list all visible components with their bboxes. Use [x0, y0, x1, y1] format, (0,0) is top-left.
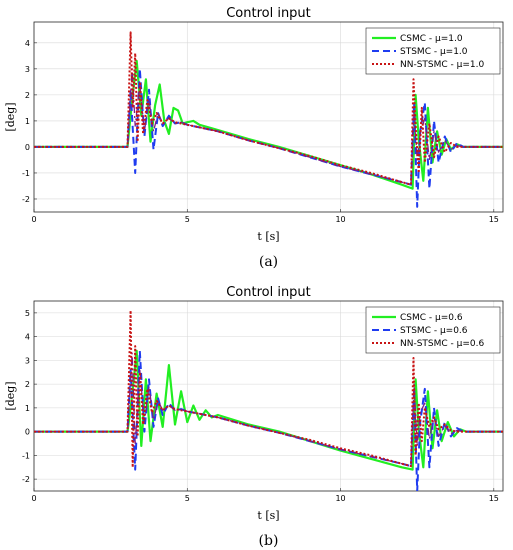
y-tick-label: 3	[25, 356, 30, 365]
x-tick-label: 10	[335, 494, 345, 503]
y-axis-label: [deg]	[4, 102, 17, 131]
series-line-0	[34, 349, 503, 471]
y-tick-label: 3	[25, 65, 30, 74]
chart-title: Control input	[226, 285, 311, 300]
y-tick-label: -1	[22, 169, 30, 178]
series-line-1	[34, 67, 503, 208]
plot-area-frame	[33, 300, 504, 492]
x-tick-label: 15	[489, 215, 499, 224]
legend: CSMC - μ=0.6 STSMC - μ=0.6 NN-STSMC - μ=0.…	[365, 306, 501, 354]
y-tick-label: 2	[25, 91, 30, 100]
legend-entry: CSMC - μ=1.0	[400, 34, 463, 44]
x-axis-label: t [s]	[257, 230, 279, 243]
legend-entry: NN-STSMC - μ=1.0	[400, 60, 485, 70]
series-line-2	[34, 31, 503, 186]
series-line-3	[34, 68, 503, 186]
x-tick-label: 5	[185, 215, 190, 224]
y-tick-label: -2	[22, 195, 30, 204]
series-line-0	[34, 59, 503, 190]
panel-caption: (b)	[259, 533, 279, 549]
y-tick-label: 1	[25, 117, 30, 126]
y-tick-label: 1	[25, 404, 30, 413]
chart-panel-b: 0 5 10 15 -2 -1 0 1 2 3 4 5 Control input t [s] [deg] (…	[4, 285, 504, 549]
y-axis-label: [deg]	[4, 381, 17, 410]
y-tick-label: 4	[25, 39, 30, 48]
legend-entry: NN-STSMC - μ=0.6	[400, 339, 485, 349]
legend-entry: STSMC - μ=0.6	[400, 326, 468, 336]
x-tick-label: 0	[31, 215, 36, 224]
y-tick-label: 5	[25, 309, 30, 318]
x-tick-label: 5	[185, 494, 190, 503]
y-tick-label: 4	[25, 333, 30, 342]
legend: CSMC - μ=1.0 STSMC - μ=1.0 NN-STSMC - μ=1.…	[365, 27, 501, 75]
series-line-2	[34, 309, 503, 469]
panel-caption: (a)	[259, 254, 278, 270]
x-tick-label: 15	[489, 494, 499, 503]
chart-title: Control input	[226, 6, 311, 21]
plot-area-frame	[33, 21, 504, 213]
y-tick-label: 2	[25, 380, 30, 389]
y-tick-label: -1	[22, 451, 30, 460]
x-tick-label: 0	[31, 494, 36, 503]
y-tick-label: 0	[25, 143, 30, 152]
y-tick-label: -2	[22, 475, 30, 484]
chart-panel-a: 0 5 10 15 -2 -1 0 1 2 3 4 Control input t [s] [deg] (a…	[4, 6, 504, 270]
series-line-3	[34, 352, 503, 467]
legend-entry: CSMC - μ=0.6	[400, 313, 463, 323]
legend-entry: STSMC - μ=1.0	[400, 47, 468, 57]
x-axis-label: t [s]	[257, 509, 279, 522]
y-tick-label: 0	[25, 428, 30, 437]
x-tick-label: 10	[335, 215, 345, 224]
